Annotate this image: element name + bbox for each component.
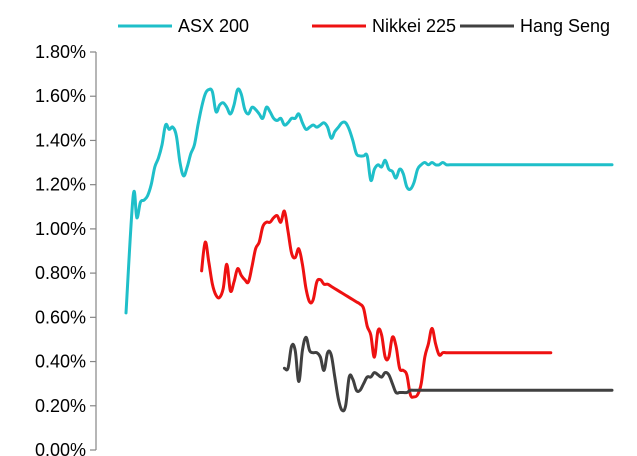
y-tick-label: 0.00% — [35, 440, 86, 456]
series-line-hang-seng — [282, 335, 614, 413]
legend-label: Nikkei 225 — [372, 16, 456, 36]
legend-label: ASX 200 — [178, 16, 249, 36]
axes: 0.00% 0.20% 0.40% 0.60% 0.80% 1.00% 1.20% 1.40%… — [35, 42, 97, 456]
y-tick-label: 0.80% — [35, 263, 86, 283]
y-tick-label: 1.40% — [35, 130, 86, 150]
legend-entry-asx-200: ASX 200 — [118, 16, 249, 36]
y-tick-label: 1.00% — [35, 219, 86, 239]
y-tick-label: 0.40% — [35, 352, 86, 372]
y-tick-label: 1.20% — [35, 175, 86, 195]
y-tick-label: 1.80% — [35, 42, 86, 62]
series-group — [124, 87, 614, 413]
series-line-asx-200 — [124, 87, 614, 315]
legend-entry-hang-seng: Hang Seng — [460, 16, 610, 36]
y-tick-label: 1.60% — [35, 86, 86, 106]
legend-entry-nikkei-225: Nikkei 225 — [312, 16, 456, 36]
legend-label: Hang Seng — [520, 16, 610, 36]
legend: ASX 200 Nikkei 225 Hang Seng — [118, 16, 610, 36]
series-line-nikkei-225 — [200, 209, 553, 399]
y-tick-label: 0.20% — [35, 396, 86, 416]
y-tick-label: 0.60% — [35, 307, 86, 327]
